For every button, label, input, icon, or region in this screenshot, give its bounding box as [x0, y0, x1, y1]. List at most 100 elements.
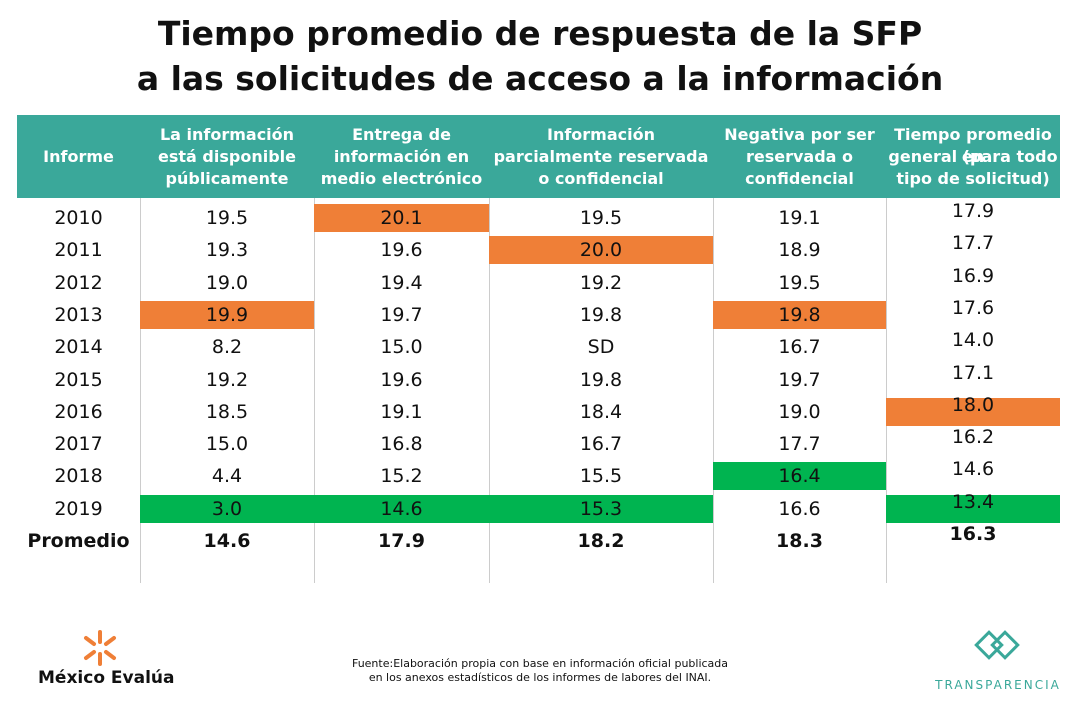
- title-line: Tiempo promedio de respuesta de la SFP: [157, 14, 923, 53]
- table-cell: 19.7: [778, 368, 821, 391]
- highlight: [314, 204, 489, 232]
- table-header: [17, 115, 1060, 198]
- table-cell: 2017: [54, 433, 103, 456]
- header-cell: Información: [546, 125, 655, 144]
- logo-mark: [974, 630, 1020, 660]
- table-cell: 17.6: [951, 296, 995, 319]
- header-cell: información en: [333, 147, 470, 166]
- header-cell: Informe: [43, 147, 114, 166]
- table-cell: 2010: [54, 207, 103, 229]
- left-logo: México Evalúa: [38, 668, 175, 688]
- table-cell: 18.2: [577, 530, 625, 552]
- table-cell: 19.9: [205, 303, 249, 326]
- table-cell: 16.8: [380, 433, 423, 456]
- highlight: [713, 462, 886, 491]
- table-cell: 2013: [54, 303, 103, 326]
- table-cell: 19.0: [778, 400, 821, 423]
- table-cell: 15.5: [579, 465, 623, 488]
- table-cell: 2015: [54, 368, 103, 391]
- table-cell: 15.2: [380, 465, 423, 488]
- table-cell: 14.6: [951, 458, 995, 481]
- table-cell: 19.7: [380, 303, 423, 326]
- table-cell: 19.1: [778, 207, 821, 229]
- table-cell: 2019: [54, 497, 103, 520]
- table-cell: 3.0: [211, 497, 243, 520]
- source-line: en los anexos estadísticos de los inform…: [368, 671, 712, 684]
- table-cell: 18.3: [776, 530, 823, 552]
- table-cell: SD: [587, 336, 615, 359]
- right-logo: TRANSPARENCIA: [935, 678, 1061, 692]
- header-cell: parcialmente reservada: [493, 147, 709, 166]
- table-cell: 17.7: [778, 433, 821, 456]
- table-cell: 19.8: [579, 303, 623, 326]
- header-cell: públicamente: [165, 169, 289, 188]
- highlight: [314, 494, 489, 523]
- logo-mark: [84, 630, 116, 666]
- header-cell: está disponible: [158, 147, 296, 166]
- highlight: [489, 494, 713, 523]
- table-cell: 18.5: [205, 400, 249, 423]
- table-cell: 19.5: [778, 271, 821, 294]
- table-cell: 2018: [54, 465, 103, 488]
- table-cell: 20.0: [579, 239, 623, 262]
- highlight: [140, 494, 314, 523]
- column-divider: [886, 198, 887, 583]
- table-cell: 19.6: [380, 239, 423, 262]
- table-cell: 13.4: [951, 490, 995, 513]
- table-cell: 16.6: [778, 497, 821, 520]
- source: Fuente:Elaboración propia con base en in…: [330, 657, 750, 685]
- table-cell: 8.2: [211, 336, 243, 359]
- table-cell: 15.0: [380, 336, 423, 359]
- highlight: [489, 236, 713, 265]
- table-cell: 19.6: [380, 368, 423, 391]
- table-cell: 2014: [54, 336, 103, 359]
- table-cell: 19.8: [778, 303, 821, 326]
- source-line: Fuente:Elaboración propia con base en in…: [351, 657, 729, 670]
- table-cell: 19.4: [380, 271, 423, 294]
- highlight: [140, 300, 314, 329]
- table-cell: 16.7: [778, 336, 821, 359]
- header-cell: medio electrónico: [320, 169, 483, 188]
- header-cell: general (para todo: [888, 147, 1058, 166]
- table-cell: 2016: [54, 400, 103, 423]
- table-cell: 17.9: [378, 530, 425, 552]
- table-cell: 16.2: [951, 426, 995, 449]
- table-cell: 17.9: [951, 200, 995, 222]
- table-cell: 16.3: [949, 523, 997, 545]
- table-cell: 2011: [54, 239, 103, 262]
- table-cell: 15.3: [579, 497, 623, 520]
- header-cell: Negativa por ser: [724, 125, 875, 144]
- header-cell: o confidencial: [538, 169, 664, 188]
- table-cell: 19.8: [579, 368, 623, 391]
- column-divider: [314, 198, 315, 583]
- highlight: [886, 494, 1060, 523]
- column-divider: [489, 198, 490, 583]
- table-cell: 14.0: [951, 329, 995, 352]
- title-line: a las solicitudes de acceso a la informa…: [136, 59, 944, 98]
- table-cell: 16.4: [778, 465, 821, 488]
- header-cell: La información: [159, 125, 295, 144]
- header-cell: Tiempo promedio en: [894, 125, 1052, 166]
- table-cell: 18.4: [579, 400, 623, 423]
- table-cell: 18.9: [778, 239, 821, 262]
- table-cell: 18.0: [951, 393, 995, 416]
- table-cell: 14.6: [203, 530, 251, 552]
- table-cell: 20.1: [380, 207, 423, 229]
- table-cell: 19.2: [579, 271, 623, 294]
- table-cell: 19.3: [205, 239, 249, 262]
- table-cell: 19.5: [579, 207, 623, 229]
- table-cell: 17.7: [951, 232, 995, 255]
- header-cell: tipo de solicitud): [896, 169, 1050, 188]
- table-cell: 15.0: [205, 433, 249, 456]
- table-cell: 19.0: [205, 271, 249, 294]
- table-cell: 16.9: [951, 264, 995, 287]
- table-cell: Promedio: [27, 530, 130, 552]
- table-cell: 19.1: [380, 400, 423, 423]
- table-cell: 19.5: [205, 207, 249, 229]
- table-cell: 14.6: [380, 497, 423, 520]
- table-cell: 16.7: [579, 433, 623, 456]
- table-cell: 19.2: [205, 368, 249, 391]
- table-cell: 2012: [54, 271, 103, 294]
- highlight: [713, 300, 886, 329]
